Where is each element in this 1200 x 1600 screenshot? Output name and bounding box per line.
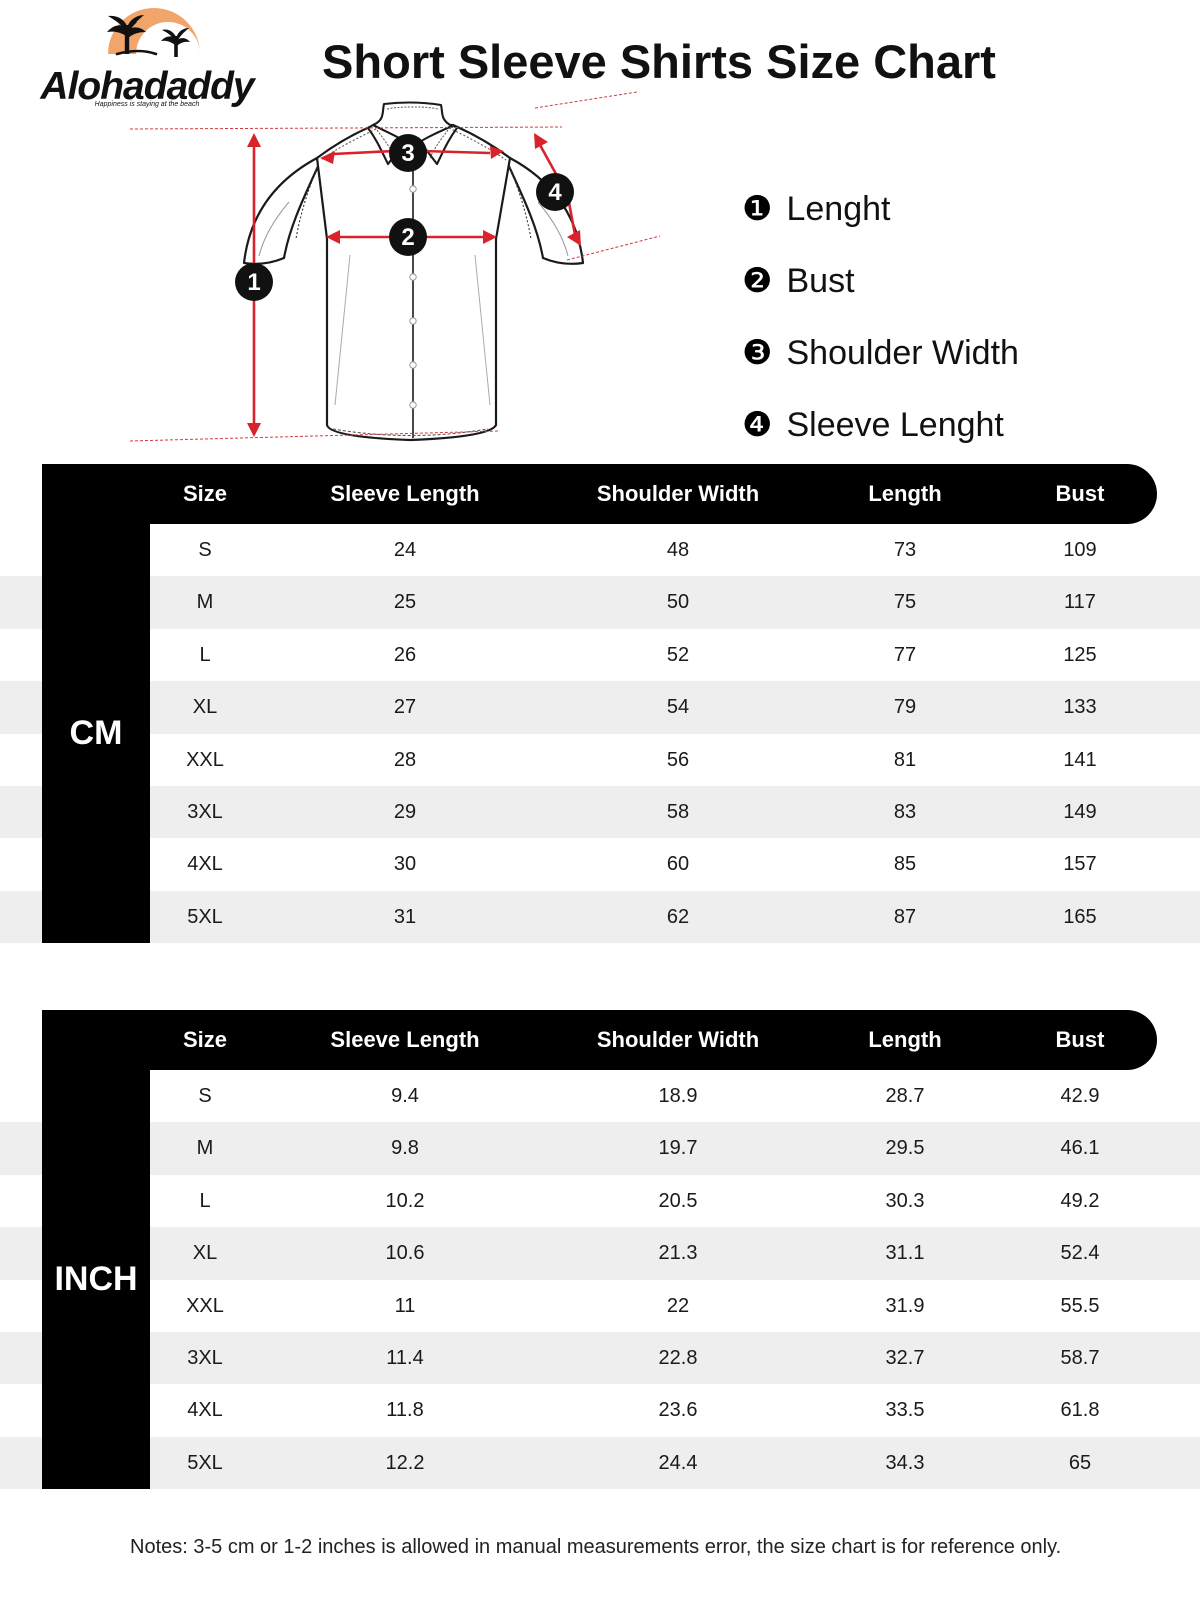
svg-text:1: 1 <box>247 269 260 296</box>
svg-text:4: 4 <box>548 179 562 206</box>
svg-text:2: 2 <box>401 224 414 251</box>
svg-text:3: 3 <box>401 140 414 167</box>
